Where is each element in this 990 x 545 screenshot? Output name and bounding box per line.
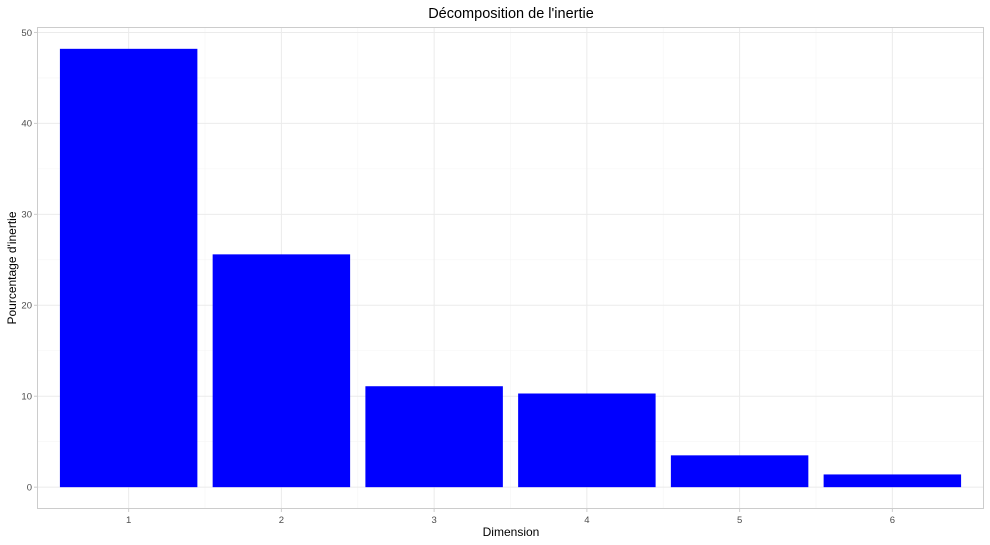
x-tick-label: 4 xyxy=(584,515,589,526)
chart-title: Décomposition de l'inertie xyxy=(428,6,594,22)
bar xyxy=(59,48,198,488)
x-axis-title: Dimension xyxy=(483,525,540,539)
x-axis-ticks: 1 2 3 4 5 6 xyxy=(126,509,895,526)
x-tick-label: 6 xyxy=(890,515,895,526)
bar xyxy=(823,474,962,488)
y-tick-label: 50 xyxy=(21,28,32,39)
y-tick-label: 30 xyxy=(21,210,32,221)
bar xyxy=(365,386,503,488)
x-tick-label: 3 xyxy=(431,515,436,526)
panel-border xyxy=(37,27,984,509)
y-axis-ticks: 0 10 20 30 40 50 xyxy=(21,28,37,493)
y-tick-label: 0 xyxy=(27,482,32,493)
x-tick-label: 5 xyxy=(737,515,742,526)
bars xyxy=(59,48,962,488)
y-tick-label: 20 xyxy=(21,301,32,312)
bar xyxy=(670,455,809,488)
y-tick-label: 40 xyxy=(21,119,32,130)
x-tick-label: 1 xyxy=(126,515,131,526)
y-axis-title: Pourcentage d'inertie xyxy=(5,211,19,324)
bar xyxy=(518,393,656,488)
y-tick-label: 10 xyxy=(21,392,32,403)
bar xyxy=(212,254,351,488)
x-tick-label: 2 xyxy=(279,515,284,526)
